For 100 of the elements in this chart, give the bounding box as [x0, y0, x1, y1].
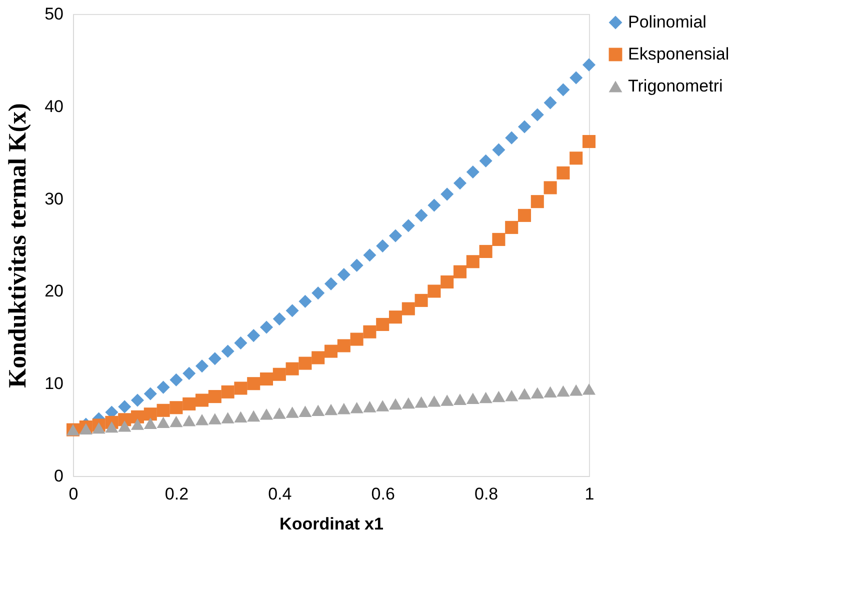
point [337, 339, 350, 352]
point [350, 258, 364, 272]
point [312, 351, 325, 364]
point [479, 154, 492, 168]
point [130, 394, 144, 407]
point [221, 344, 234, 358]
point [260, 320, 274, 334]
point [272, 408, 286, 419]
point [440, 394, 454, 406]
point [324, 344, 338, 358]
point [144, 387, 157, 400]
point [260, 408, 274, 420]
point [402, 219, 415, 232]
point [530, 108, 544, 122]
point [363, 325, 376, 338]
point [453, 265, 467, 278]
legend-label: Trigonometri [628, 76, 723, 96]
point [556, 83, 570, 96]
point [492, 232, 506, 246]
point [260, 372, 274, 386]
point [144, 418, 157, 429]
point [388, 229, 402, 242]
point [247, 377, 260, 390]
point [298, 406, 312, 417]
point [388, 398, 402, 410]
point [195, 394, 209, 407]
point [376, 400, 390, 412]
x-axis-title: Koordinat x1 [280, 514, 384, 534]
point [247, 329, 260, 342]
point [286, 304, 299, 318]
y-tick-label: 50 [44, 4, 64, 24]
point [492, 143, 506, 156]
point [350, 402, 364, 414]
point [376, 239, 390, 252]
point [544, 96, 557, 110]
point [556, 166, 570, 180]
point [182, 366, 196, 380]
point [428, 198, 441, 212]
point [234, 411, 248, 423]
point [298, 356, 312, 370]
point [518, 120, 532, 134]
point [363, 248, 376, 262]
point [170, 401, 183, 414]
point [170, 416, 183, 428]
point [221, 412, 234, 424]
point [570, 71, 583, 84]
point [324, 277, 338, 290]
point [453, 176, 467, 190]
point [156, 416, 170, 428]
point [79, 423, 92, 435]
point [144, 408, 157, 421]
point [544, 181, 557, 194]
point [544, 386, 557, 398]
point [286, 362, 299, 376]
point [402, 397, 415, 409]
y-tick-label: 40 [44, 96, 64, 116]
point [350, 332, 364, 346]
x-tick-label: 0.4 [268, 484, 292, 504]
point [363, 401, 376, 412]
point [312, 286, 325, 300]
point [298, 294, 312, 308]
point [479, 244, 492, 258]
point [428, 284, 441, 298]
x-tick-label: 0.6 [371, 484, 395, 504]
point [582, 384, 596, 395]
point [312, 404, 325, 416]
point [156, 380, 170, 394]
legend-label: Polinomial [628, 12, 706, 32]
point [337, 402, 350, 414]
point [466, 255, 480, 268]
point [337, 268, 350, 282]
point [182, 414, 196, 426]
point [156, 404, 170, 417]
y-tick-label: 10 [44, 374, 64, 394]
point [195, 414, 209, 426]
point [234, 336, 248, 350]
point [440, 188, 454, 201]
point [376, 318, 390, 331]
point [234, 382, 248, 395]
point [518, 388, 532, 400]
point [530, 387, 544, 398]
point [118, 420, 132, 432]
point [388, 310, 402, 324]
point [195, 360, 209, 373]
point [570, 152, 583, 165]
point [272, 368, 286, 381]
point [479, 392, 492, 404]
point [130, 418, 144, 430]
point [208, 352, 222, 366]
point [105, 421, 118, 433]
x-tick-label: 1 [584, 484, 594, 504]
point [518, 208, 532, 222]
x-tick-label: 0.8 [474, 484, 498, 504]
point [414, 208, 428, 222]
point [118, 400, 132, 414]
point [530, 195, 544, 208]
point [272, 312, 286, 326]
point [182, 397, 196, 410]
y-tick-label: 0 [54, 466, 64, 486]
point [556, 385, 570, 397]
